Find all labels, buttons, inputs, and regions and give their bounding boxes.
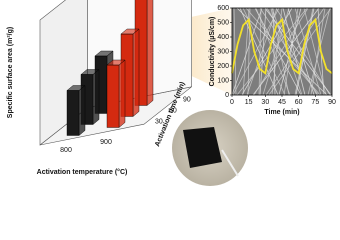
- fiber: [295, 7, 315, 96]
- fiber: [241, 7, 293, 96]
- bar: [106, 64, 120, 128]
- y-tick-label: 200: [217, 63, 229, 70]
- z-tick-label: 30: [155, 119, 163, 126]
- bar-top: [120, 28, 140, 35]
- fiber: [236, 7, 328, 96]
- fiber: [272, 7, 276, 96]
- fiber: [287, 7, 315, 96]
- fiber: [254, 7, 302, 96]
- y-tick-label: 300: [217, 48, 229, 55]
- fiber: [245, 7, 321, 96]
- x-tick-label: 0: [230, 99, 234, 106]
- bar-top: [80, 69, 100, 75]
- fiber: [233, 7, 237, 96]
- fiber: [258, 7, 262, 96]
- fiber: [310, 7, 326, 96]
- bar-top: [94, 50, 114, 57]
- bar-side: [146, 0, 154, 106]
- bar-top: [106, 59, 126, 66]
- fiber: [259, 7, 267, 96]
- plot-frame: [231, 7, 333, 96]
- y-tick-label: 500: [217, 19, 229, 26]
- y-tick-label: 100: [217, 77, 229, 84]
- sample-film: [183, 127, 222, 168]
- x-tick-label: 800: [60, 147, 72, 154]
- x-tick-label: 900: [100, 139, 112, 146]
- probe: [221, 149, 239, 177]
- x-tick-label: 45: [278, 99, 286, 106]
- fiber: [255, 7, 291, 96]
- fiber: [242, 7, 250, 96]
- fiber: [294, 7, 314, 96]
- bar-top: [66, 85, 86, 91]
- fiber: [232, 7, 280, 96]
- fiber: [282, 7, 306, 96]
- z-tick-label: 60: [169, 108, 177, 115]
- bar: [66, 90, 80, 136]
- fiber: [259, 7, 319, 96]
- bar-side: [78, 85, 86, 136]
- fiber: [294, 7, 322, 96]
- z-tick-label: 90: [183, 97, 191, 104]
- y-axis-label: Specific surface area (m²/g): [7, 27, 14, 118]
- bar-side: [118, 59, 126, 128]
- x-axis-label: Time (min): [264, 109, 299, 116]
- x-axis-label: Activation temperature (°C): [37, 168, 128, 176]
- fiber: [231, 7, 263, 96]
- fiber: [246, 7, 278, 96]
- y-tick-label: 600: [217, 5, 229, 12]
- bar-side: [132, 28, 140, 117]
- bar-side: [92, 69, 100, 125]
- x-tick-label: 90: [328, 99, 336, 106]
- x-tick-label: 15: [245, 99, 253, 106]
- fiber: [268, 7, 332, 96]
- y-axis-label: Conductivity (µS/cm): [209, 17, 216, 87]
- fiber: [278, 7, 302, 96]
- y-tick-label: 400: [217, 34, 229, 41]
- y-tick-label: 0: [225, 92, 229, 99]
- fiber: [252, 7, 320, 96]
- fiber: [265, 7, 325, 96]
- x-tick-label: 60: [295, 99, 303, 106]
- line-series: [231, 17, 333, 75]
- x-tick-label: 75: [311, 99, 319, 106]
- fiber: [264, 7, 332, 96]
- fiber: [270, 7, 290, 96]
- x-tick-label: 30: [261, 99, 269, 106]
